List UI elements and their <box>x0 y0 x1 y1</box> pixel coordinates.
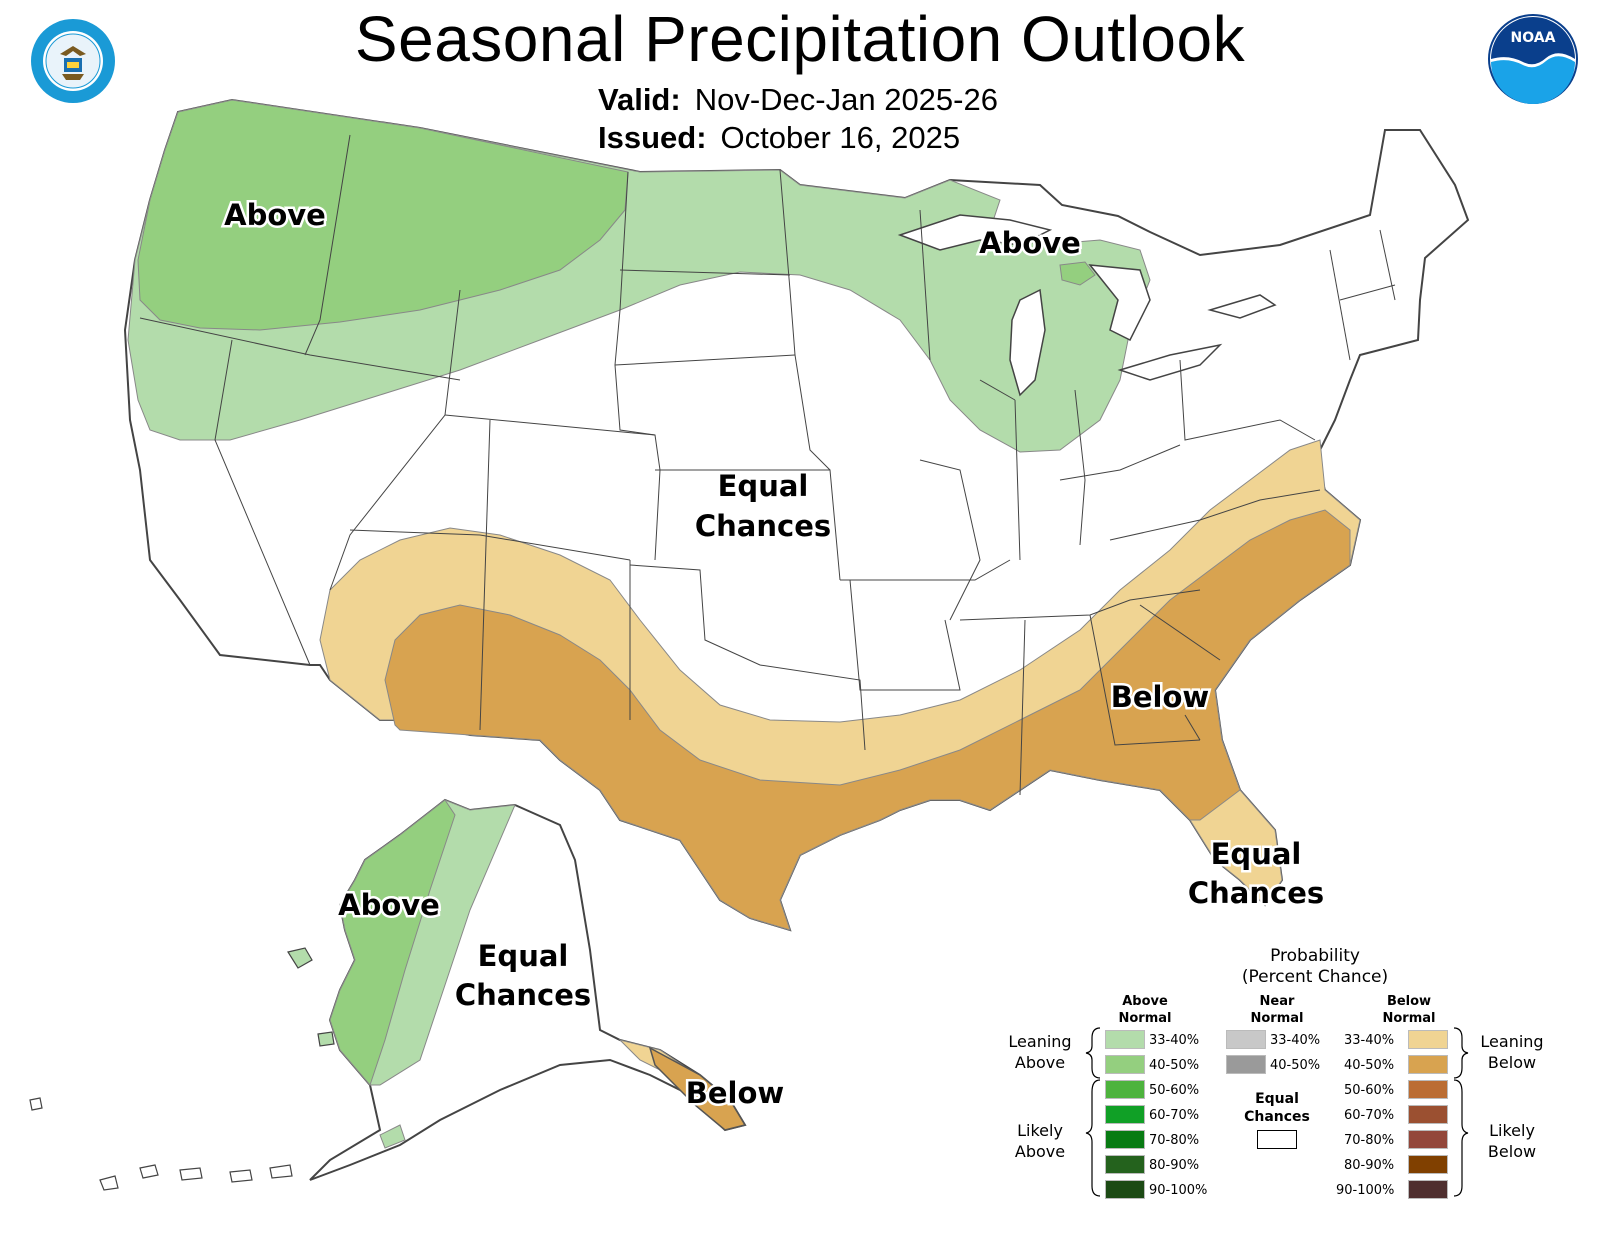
label-below-alaska-panhandle: Below <box>686 1076 784 1110</box>
likely-above-word1: Likely <box>1017 1121 1063 1140</box>
alaska-panhandle-below-40-50 <box>648 1046 747 1131</box>
equal-chances-label: Equal Chances <box>1232 1090 1322 1126</box>
pct-below-50-60: 50-60% <box>1344 1083 1395 1098</box>
likely-above-word2: Above <box>1014 1142 1066 1161</box>
label-above-great-lakes: Above <box>979 226 1081 260</box>
header-above-normal: Above Normal <box>1100 993 1190 1027</box>
legend-title-line2: (Percent Chance) <box>1241 967 1389 987</box>
page-title: Seasonal Precipitation Outlook <box>354 3 1246 75</box>
swatch-below-60-70 <box>1408 1105 1448 1124</box>
swatch-below-80-90 <box>1408 1155 1448 1174</box>
issued-line: Issued: October 16, 2025 <box>598 120 960 156</box>
likely-below-label: Likely Below <box>1472 1120 1552 1162</box>
pct-above-50-60: 50-60% <box>1149 1083 1200 1098</box>
pct-below-60-70: 60-70% <box>1344 1108 1395 1123</box>
noaa-logo-icon: NOAA <box>1488 14 1578 104</box>
label-equal-chances-central-2: Chances <box>695 509 831 543</box>
pct-below-80-90: 80-90% <box>1344 1158 1395 1173</box>
swatch-above-60-70 <box>1105 1105 1145 1124</box>
pct-above-90-100: 90-100% <box>1149 1183 1208 1198</box>
pct-above-60-70: 60-70% <box>1149 1108 1200 1123</box>
header-below-normal: Below Normal <box>1364 993 1454 1027</box>
header-near-normal-word: Normal <box>1250 1011 1304 1026</box>
label-below-southeast: Below <box>1111 680 1209 714</box>
leaning-below-label: Leaning Below <box>1472 1031 1552 1073</box>
swatch-above-40-50 <box>1105 1055 1145 1074</box>
label-above-pacific-northwest: Above <box>224 198 326 232</box>
pct-below-90-100: 90-100% <box>1336 1183 1395 1198</box>
noaa-logo-text: NOAA <box>1511 30 1556 46</box>
swatch-below-90-100 <box>1408 1180 1448 1199</box>
pct-below-33-40: 33-40% <box>1344 1033 1395 1048</box>
label-above-alaska: Above <box>338 888 440 922</box>
swatch-above-70-80 <box>1105 1130 1145 1149</box>
header-near-word: Near <box>1259 994 1295 1009</box>
equal-word: Equal <box>1255 1091 1299 1107</box>
header-below-word: Below <box>1386 994 1432 1009</box>
label-equal-chances-florida-1: Equal <box>1211 837 1302 871</box>
chances-word: Chances <box>1244 1109 1310 1125</box>
legend-braces <box>1085 1027 1469 1197</box>
label-equal-chances-alaska-2: Chances <box>455 978 591 1012</box>
swatch-near-33-40 <box>1226 1030 1266 1049</box>
header-above-word: Above <box>1122 994 1168 1009</box>
conus-below-40-50 <box>384 509 1351 931</box>
pct-below-40-50: 40-50% <box>1344 1058 1395 1073</box>
pct-below-70-80: 70-80% <box>1344 1133 1395 1148</box>
header-below-normal-word: Normal <box>1382 1011 1436 1026</box>
issued-label: Issued: <box>598 120 707 155</box>
label-equal-chances-central-1: Equal <box>718 469 809 503</box>
swatch-below-40-50 <box>1408 1055 1448 1074</box>
swatch-below-70-80 <box>1408 1130 1448 1149</box>
legend: Probability (Percent Chance) Above Norma… <box>1008 946 1580 1230</box>
likely-below-word1: Likely <box>1489 1121 1535 1140</box>
leaning-above-label: Leaning Above <box>1000 1031 1080 1073</box>
state-boundaries <box>139 134 1396 796</box>
likely-above-label: Likely Above <box>1000 1120 1080 1162</box>
alaska-aleutian-above <box>379 1124 406 1149</box>
aleutian-islands <box>29 1097 293 1191</box>
issued-value: October 16, 2025 <box>720 120 961 155</box>
swatch-above-90-100 <box>1105 1180 1145 1199</box>
valid-line: Valid: Nov-Dec-Jan 2025-26 <box>598 82 998 118</box>
valid-label: Valid: <box>598 82 681 117</box>
legend-title-line1: Probability <box>1270 946 1360 966</box>
label-equal-chances-florida-2: Chances <box>1188 876 1324 910</box>
michigan-above-40-50 <box>1059 261 1096 286</box>
swatch-above-33-40 <box>1105 1030 1145 1049</box>
leaning-above-word1: Leaning <box>1008 1032 1072 1051</box>
label-equal-chances-alaska-1: Equal <box>478 939 569 973</box>
swatch-above-50-60 <box>1105 1080 1145 1099</box>
swatch-below-33-40 <box>1408 1030 1448 1049</box>
swatch-above-80-90 <box>1105 1155 1145 1174</box>
pct-near-33-40: 33-40% <box>1270 1033 1321 1048</box>
pct-above-40-50: 40-50% <box>1149 1058 1200 1073</box>
header-near-normal: Near Normal <box>1232 993 1322 1027</box>
pct-above-80-90: 80-90% <box>1149 1158 1200 1173</box>
great-lakes <box>897 214 1277 397</box>
alaska-above-40-50 <box>329 799 456 1086</box>
leaning-below-word2: Below <box>1487 1053 1537 1072</box>
pct-above-33-40: 33-40% <box>1149 1033 1200 1048</box>
header-above-normal-word: Normal <box>1118 1011 1172 1026</box>
likely-below-word2: Below <box>1487 1142 1537 1161</box>
conus-above-40-50 <box>137 99 629 331</box>
alaska-islands <box>287 947 335 1047</box>
valid-value: Nov-Dec-Jan 2025-26 <box>694 82 998 117</box>
pct-above-70-80: 70-80% <box>1149 1133 1200 1148</box>
commerce-seal-icon <box>31 19 115 103</box>
leaning-above-word2: Above <box>1014 1053 1066 1072</box>
swatch-equal-chances <box>1257 1130 1297 1149</box>
leaning-below-word1: Leaning <box>1480 1032 1544 1051</box>
swatch-below-50-60 <box>1408 1080 1448 1099</box>
swatch-near-40-50 <box>1226 1055 1266 1074</box>
pct-near-40-50: 40-50% <box>1270 1058 1321 1073</box>
